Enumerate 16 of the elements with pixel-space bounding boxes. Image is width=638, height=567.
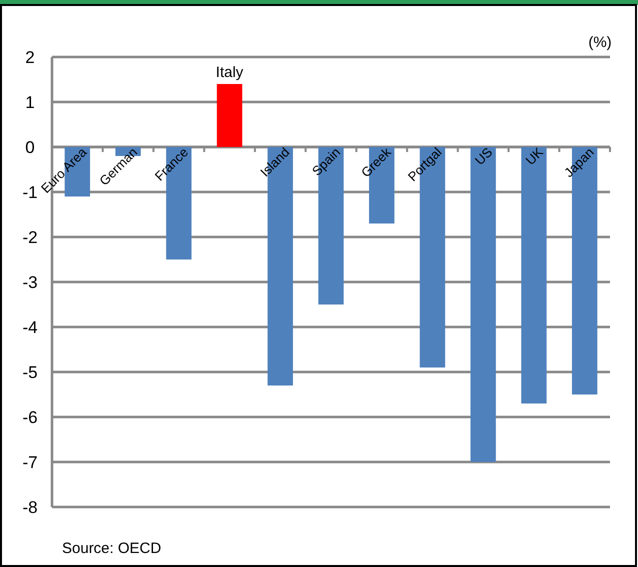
y-tick-label: -5 <box>22 362 38 382</box>
y-tick-label: -1 <box>22 182 38 202</box>
y-tick-label: -4 <box>22 318 38 337</box>
x-tick-label: Italy <box>216 64 244 81</box>
y-tick-label: -7 <box>22 452 38 472</box>
x-tick-label: US <box>472 144 496 168</box>
source-note: Source: OECD <box>62 540 162 557</box>
y-tick-label: -2 <box>22 228 38 247</box>
y-tick-label: 2 <box>25 48 35 67</box>
y-tick-label: 1 <box>25 92 35 112</box>
x-tick-label: UK <box>522 144 546 168</box>
y-axis-title: (%) <box>588 34 612 51</box>
y-tick-label: -8 <box>22 498 38 517</box>
y-tick-label: -6 <box>22 408 38 427</box>
y-tick-label: -3 <box>22 272 38 292</box>
y-tick-label: 0 <box>25 138 35 157</box>
